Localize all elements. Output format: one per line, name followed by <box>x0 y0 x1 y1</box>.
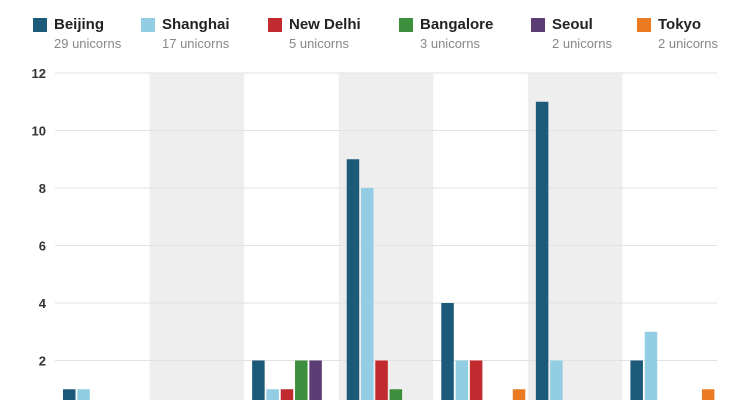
legend: Beijing 29 unicorns Shanghai 17 unicorns New… <box>0 0 750 60</box>
bar-new-delhi <box>469 360 483 400</box>
y-tick-label: 8 <box>39 181 46 196</box>
y-tick-label: 2 <box>39 354 46 369</box>
legend-swatch <box>33 18 47 32</box>
bar-tokyo <box>512 389 526 400</box>
bar-beijing <box>346 159 360 400</box>
bar-shanghai <box>644 331 658 400</box>
bar-bangalore <box>295 360 308 400</box>
bar-beijing <box>535 101 549 400</box>
y-tick-label: 4 <box>39 296 47 311</box>
legend-label: Beijing <box>54 16 105 33</box>
bar-beijing <box>441 303 454 400</box>
bar-shanghai <box>77 389 90 400</box>
bar-beijing <box>630 360 643 400</box>
bar-bangalore <box>389 389 403 400</box>
background-band <box>149 73 245 400</box>
legend-label: Seoul <box>552 16 593 33</box>
y-tick-label: 10 <box>32 124 46 139</box>
bar-beijing <box>63 389 76 400</box>
legend-count: 3 unicorns <box>420 36 480 51</box>
legend-count: 5 unicorns <box>289 36 349 51</box>
bar-shanghai <box>266 389 279 400</box>
bar-shanghai <box>455 360 469 400</box>
legend-swatch <box>268 18 282 32</box>
bar-new-delhi <box>375 360 388 400</box>
bar-tokyo <box>701 389 715 400</box>
legend-count: 17 unicorns <box>162 36 230 51</box>
legend-swatch <box>141 18 155 32</box>
bar-shanghai <box>361 188 374 400</box>
legend-swatch <box>637 18 651 32</box>
bar-new-delhi <box>280 389 294 400</box>
y-tick-label: 6 <box>39 239 46 254</box>
legend-count: 2 unicorns <box>658 36 718 51</box>
y-tick-label: 12 <box>32 66 46 81</box>
bar-beijing <box>252 360 265 400</box>
legend-label: Bangalore <box>420 16 494 33</box>
legend-label: Shanghai <box>162 16 230 33</box>
legend-label: Tokyo <box>658 16 702 33</box>
legend-count: 29 unicorns <box>54 36 122 51</box>
bar-seoul <box>309 360 322 400</box>
bar-shanghai <box>550 360 563 400</box>
legend-swatch <box>531 18 545 32</box>
legend-label: New Delhi <box>289 16 361 33</box>
legend-count: 2 unicorns <box>552 36 612 51</box>
legend-swatch <box>399 18 413 32</box>
